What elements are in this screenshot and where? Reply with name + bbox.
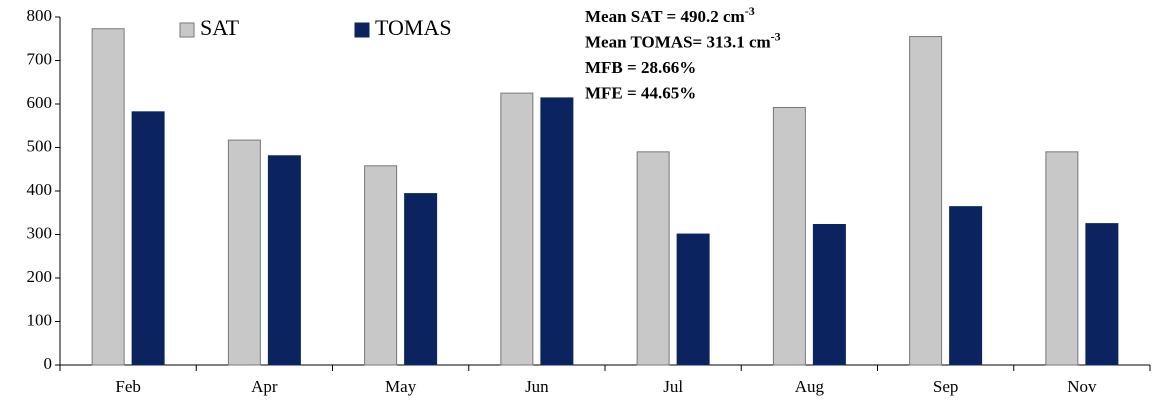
x-tick-label: Apr: [251, 377, 278, 396]
annotation-sup: -3: [771, 29, 781, 43]
bar: [267, 155, 301, 366]
bar: [812, 223, 846, 366]
annotation: MFE = 44.65%: [585, 83, 696, 102]
y-tick-label: 600: [27, 93, 53, 112]
y-tick-label: 300: [27, 223, 53, 242]
bar: [1045, 151, 1079, 366]
annotation-text: Mean SAT = 490.2 cm: [585, 7, 745, 26]
x-tick-label: Sep: [933, 377, 959, 396]
bar: [949, 206, 983, 366]
bar: [676, 233, 710, 366]
bar: [91, 28, 125, 366]
y-tick-label: 400: [27, 180, 53, 199]
bar: [131, 111, 165, 366]
x-tick-label: Jun: [525, 377, 549, 396]
y-tick-label: 800: [27, 6, 53, 25]
annotation-sup: -3: [745, 4, 755, 18]
x-tick-label: May: [385, 377, 417, 396]
annotation-text: MFE = 44.65%: [585, 83, 696, 102]
x-tick-label: Aug: [795, 377, 825, 396]
legend-swatch: [354, 22, 370, 38]
y-tick-label: 700: [27, 49, 53, 68]
x-tick-label: Feb: [115, 377, 141, 396]
y-tick-label: 100: [27, 310, 53, 329]
annotation-text: Mean TOMAS= 313.1 cm: [585, 32, 771, 51]
bar: [636, 151, 670, 366]
bar: [909, 36, 943, 366]
bar: [227, 139, 261, 366]
bar: [404, 193, 438, 366]
y-tick-label: 0: [44, 354, 53, 373]
annotation: Mean SAT = 490.2 cm-3: [585, 4, 755, 26]
y-tick-label: 200: [27, 267, 53, 286]
bar: [364, 165, 398, 366]
bar: [1085, 223, 1119, 366]
annotation-text: MFB = 28.66%: [585, 58, 696, 77]
legend-swatch: [179, 22, 195, 38]
annotation: Mean TOMAS= 313.1 cm-3: [585, 29, 781, 51]
x-tick-label: Jul: [663, 377, 683, 396]
legend-label: SAT: [200, 15, 240, 40]
x-tick-label: Nov: [1067, 377, 1097, 396]
bar: [772, 106, 806, 366]
bar: [500, 92, 534, 366]
y-tick-label: 500: [27, 136, 53, 155]
annotation: MFB = 28.66%: [585, 58, 696, 77]
legend-label: TOMAS: [375, 15, 452, 40]
bar: [540, 97, 574, 366]
